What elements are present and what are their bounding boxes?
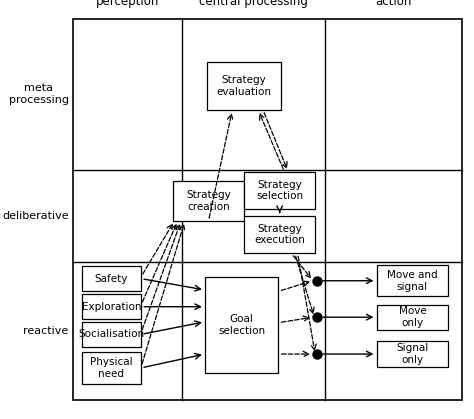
Text: perception: perception xyxy=(96,0,160,8)
FancyBboxPatch shape xyxy=(377,341,448,367)
Text: Physical
need: Physical need xyxy=(90,357,133,379)
Text: Strategy
selection: Strategy selection xyxy=(256,180,303,202)
FancyBboxPatch shape xyxy=(244,172,315,210)
Text: action: action xyxy=(375,0,411,8)
Text: Strategy
creation: Strategy creation xyxy=(186,190,231,212)
Text: Signal
only: Signal only xyxy=(396,343,428,365)
Bar xyxy=(73,19,462,400)
Text: Exploration: Exploration xyxy=(82,302,141,312)
Text: Goal
selection: Goal selection xyxy=(218,314,265,336)
FancyBboxPatch shape xyxy=(82,294,141,319)
Text: Move
only: Move only xyxy=(399,306,426,328)
FancyBboxPatch shape xyxy=(82,352,141,384)
Text: meta
processing: meta processing xyxy=(9,83,69,105)
Text: Strategy
evaluation: Strategy evaluation xyxy=(217,75,272,97)
FancyBboxPatch shape xyxy=(173,181,244,221)
FancyBboxPatch shape xyxy=(82,266,141,291)
FancyBboxPatch shape xyxy=(377,265,448,297)
FancyBboxPatch shape xyxy=(205,277,279,373)
Text: Safety: Safety xyxy=(95,274,128,284)
FancyBboxPatch shape xyxy=(207,62,281,110)
Text: Socialisation: Socialisation xyxy=(78,329,145,339)
FancyBboxPatch shape xyxy=(82,322,141,347)
Text: reactive: reactive xyxy=(24,326,69,336)
Text: deliberative: deliberative xyxy=(2,211,69,221)
Text: central processing: central processing xyxy=(199,0,308,8)
FancyBboxPatch shape xyxy=(377,305,448,330)
Text: Strategy
execution: Strategy execution xyxy=(254,224,305,246)
FancyBboxPatch shape xyxy=(244,216,315,253)
Text: Move and
signal: Move and signal xyxy=(387,270,438,292)
